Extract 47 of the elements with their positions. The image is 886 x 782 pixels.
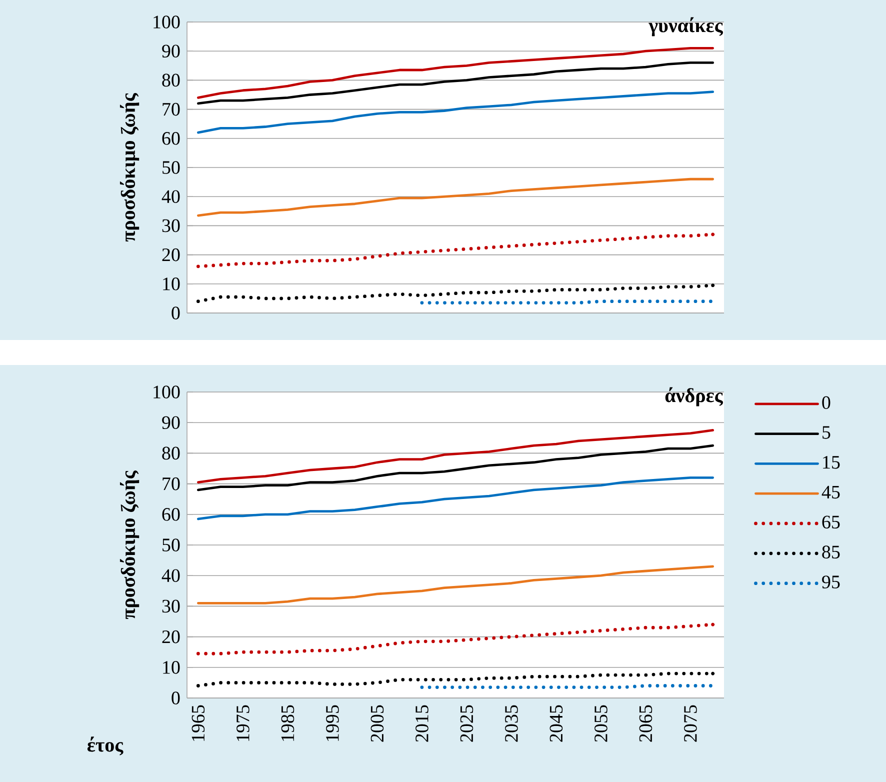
x-tick-label: 2075: [684, 705, 697, 742]
y-tick-label: 10: [163, 661, 180, 674]
x-tick-label: 2005: [370, 705, 384, 742]
legend-label: 85: [822, 546, 840, 558]
x-tick-label: 1995: [326, 705, 339, 741]
legend-label: 95: [822, 576, 840, 588]
y-tick-label: 100: [154, 386, 180, 398]
x-tick-label: 2015: [416, 705, 428, 742]
y-tick-label: 80: [162, 446, 180, 460]
legend-label: 45: [822, 486, 840, 499]
x-tick-label: 2025: [460, 705, 474, 742]
y-tick-label: 40: [162, 190, 180, 204]
y-tick-label: 90: [162, 44, 180, 58]
y-tick-label: 10: [163, 277, 180, 290]
y-axis-title: προσδόκιμο ζωής: [120, 93, 140, 242]
x-tick-label: 1975: [236, 705, 250, 741]
x-tick-label: 1985: [281, 705, 294, 741]
x-tick-label: 2055: [594, 705, 608, 742]
x-tick-label: 2045: [550, 705, 563, 742]
y-tick-label: 0: [172, 692, 180, 704]
y-tick-label: 20: [162, 248, 180, 262]
y-tick-label: 80: [162, 74, 180, 87]
legend-label: 0: [822, 396, 830, 410]
y-axis-title: προσδόκιμο ζωής: [120, 470, 140, 620]
y-tick-label: 30: [162, 600, 180, 613]
chart-title: άνδρες: [665, 387, 723, 406]
y-tick-label: 70: [162, 102, 180, 116]
y-tick-label: 30: [162, 219, 180, 232]
y-tick-label: 20: [162, 630, 180, 644]
x-tick-label: 2065: [639, 705, 652, 742]
y-tick-label: 100: [154, 16, 180, 28]
y-tick-label: 60: [162, 508, 180, 521]
y-tick-label: 60: [162, 132, 180, 145]
x-tick-label: 1965: [192, 705, 205, 741]
chart-title: γυναίκες: [648, 17, 724, 36]
y-tick-label: 50: [162, 161, 180, 174]
x-tick-label: 2035: [505, 705, 518, 742]
x-axis-title: έτος: [87, 736, 124, 756]
y-tick-label: 90: [162, 416, 180, 430]
legend-label: 65: [822, 516, 840, 528]
y-tick-label: 50: [162, 538, 180, 552]
y-tick-label: 70: [162, 477, 180, 490]
y-tick-label: 0: [172, 306, 180, 320]
legend-label: 5: [822, 426, 830, 439]
legend-label: 15: [823, 456, 840, 469]
y-tick-label: 40: [162, 569, 180, 582]
line-series: [196, 476, 714, 520]
